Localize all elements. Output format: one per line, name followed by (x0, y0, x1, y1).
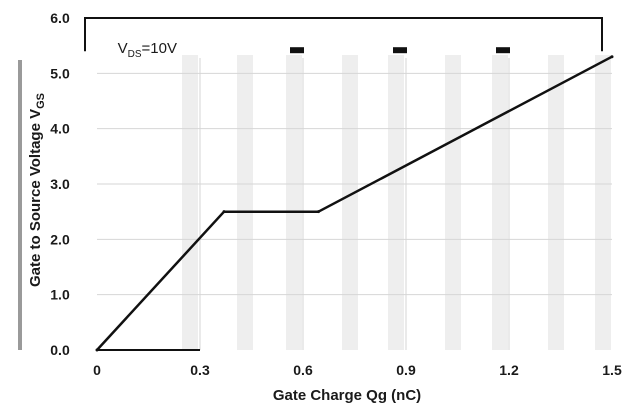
x-tick-label: 0.6 (293, 362, 313, 378)
y-tick-label: 4.0 (50, 121, 70, 137)
x-tick-label: 0 (93, 362, 101, 378)
x-axis-title: Gate Charge Qg (nC) (273, 387, 421, 404)
background-bands (182, 55, 611, 350)
vds-annotation: VDS=10V (118, 40, 177, 60)
series-point (222, 210, 226, 214)
y-tick-label: 5.0 (50, 65, 70, 81)
background-band (492, 55, 508, 350)
x-tick-label: 1.2 (499, 362, 519, 378)
background-band (342, 55, 358, 350)
series-point (316, 210, 320, 214)
series-line (96, 55, 613, 351)
annotation-group: VDS=10V (118, 40, 177, 60)
vds-annotation-value: =10V (142, 40, 177, 57)
y-tick-label: 6.0 (50, 10, 70, 26)
series-point (610, 55, 614, 59)
top-marker (496, 47, 510, 54)
vds-annotation-sub: DS (128, 49, 142, 60)
y-tick-labels: 0.0 1.0 2.0 3.0 4.0 5.0 6.0 (50, 10, 70, 358)
y-tick-label: 3.0 (50, 176, 70, 192)
background-band (237, 55, 253, 350)
grid-lines (97, 58, 612, 350)
y-tick-label: 2.0 (50, 231, 70, 247)
x-tick-labels: 0 0.3 0.6 0.9 1.2 1.5 (93, 362, 622, 378)
y-axis-title-main: Gate to Source Voltage V (27, 109, 44, 287)
background-band (548, 55, 564, 350)
plot-frame (18, 17, 603, 351)
y-axis-title: Gate to Source Voltage VGS (27, 93, 47, 287)
background-band (182, 55, 198, 350)
vds-annotation-main: V (118, 40, 128, 57)
background-band (286, 55, 302, 350)
plot-top-border (84, 17, 603, 52)
x-tick-label: 1.5 (602, 362, 622, 378)
x-tick-label: 0.9 (396, 362, 416, 378)
data-series (95, 55, 614, 352)
background-band (445, 55, 461, 350)
background-band (595, 55, 611, 350)
top-marker (393, 47, 407, 54)
top-marker (290, 47, 304, 54)
y-axis-title-sub: GS (35, 93, 47, 109)
series-point (95, 348, 99, 352)
y-tick-label: 1.0 (50, 287, 70, 303)
background-band (388, 55, 404, 350)
x-tick-label: 0.3 (190, 362, 210, 378)
y-tick-label: 0.0 (50, 342, 70, 358)
